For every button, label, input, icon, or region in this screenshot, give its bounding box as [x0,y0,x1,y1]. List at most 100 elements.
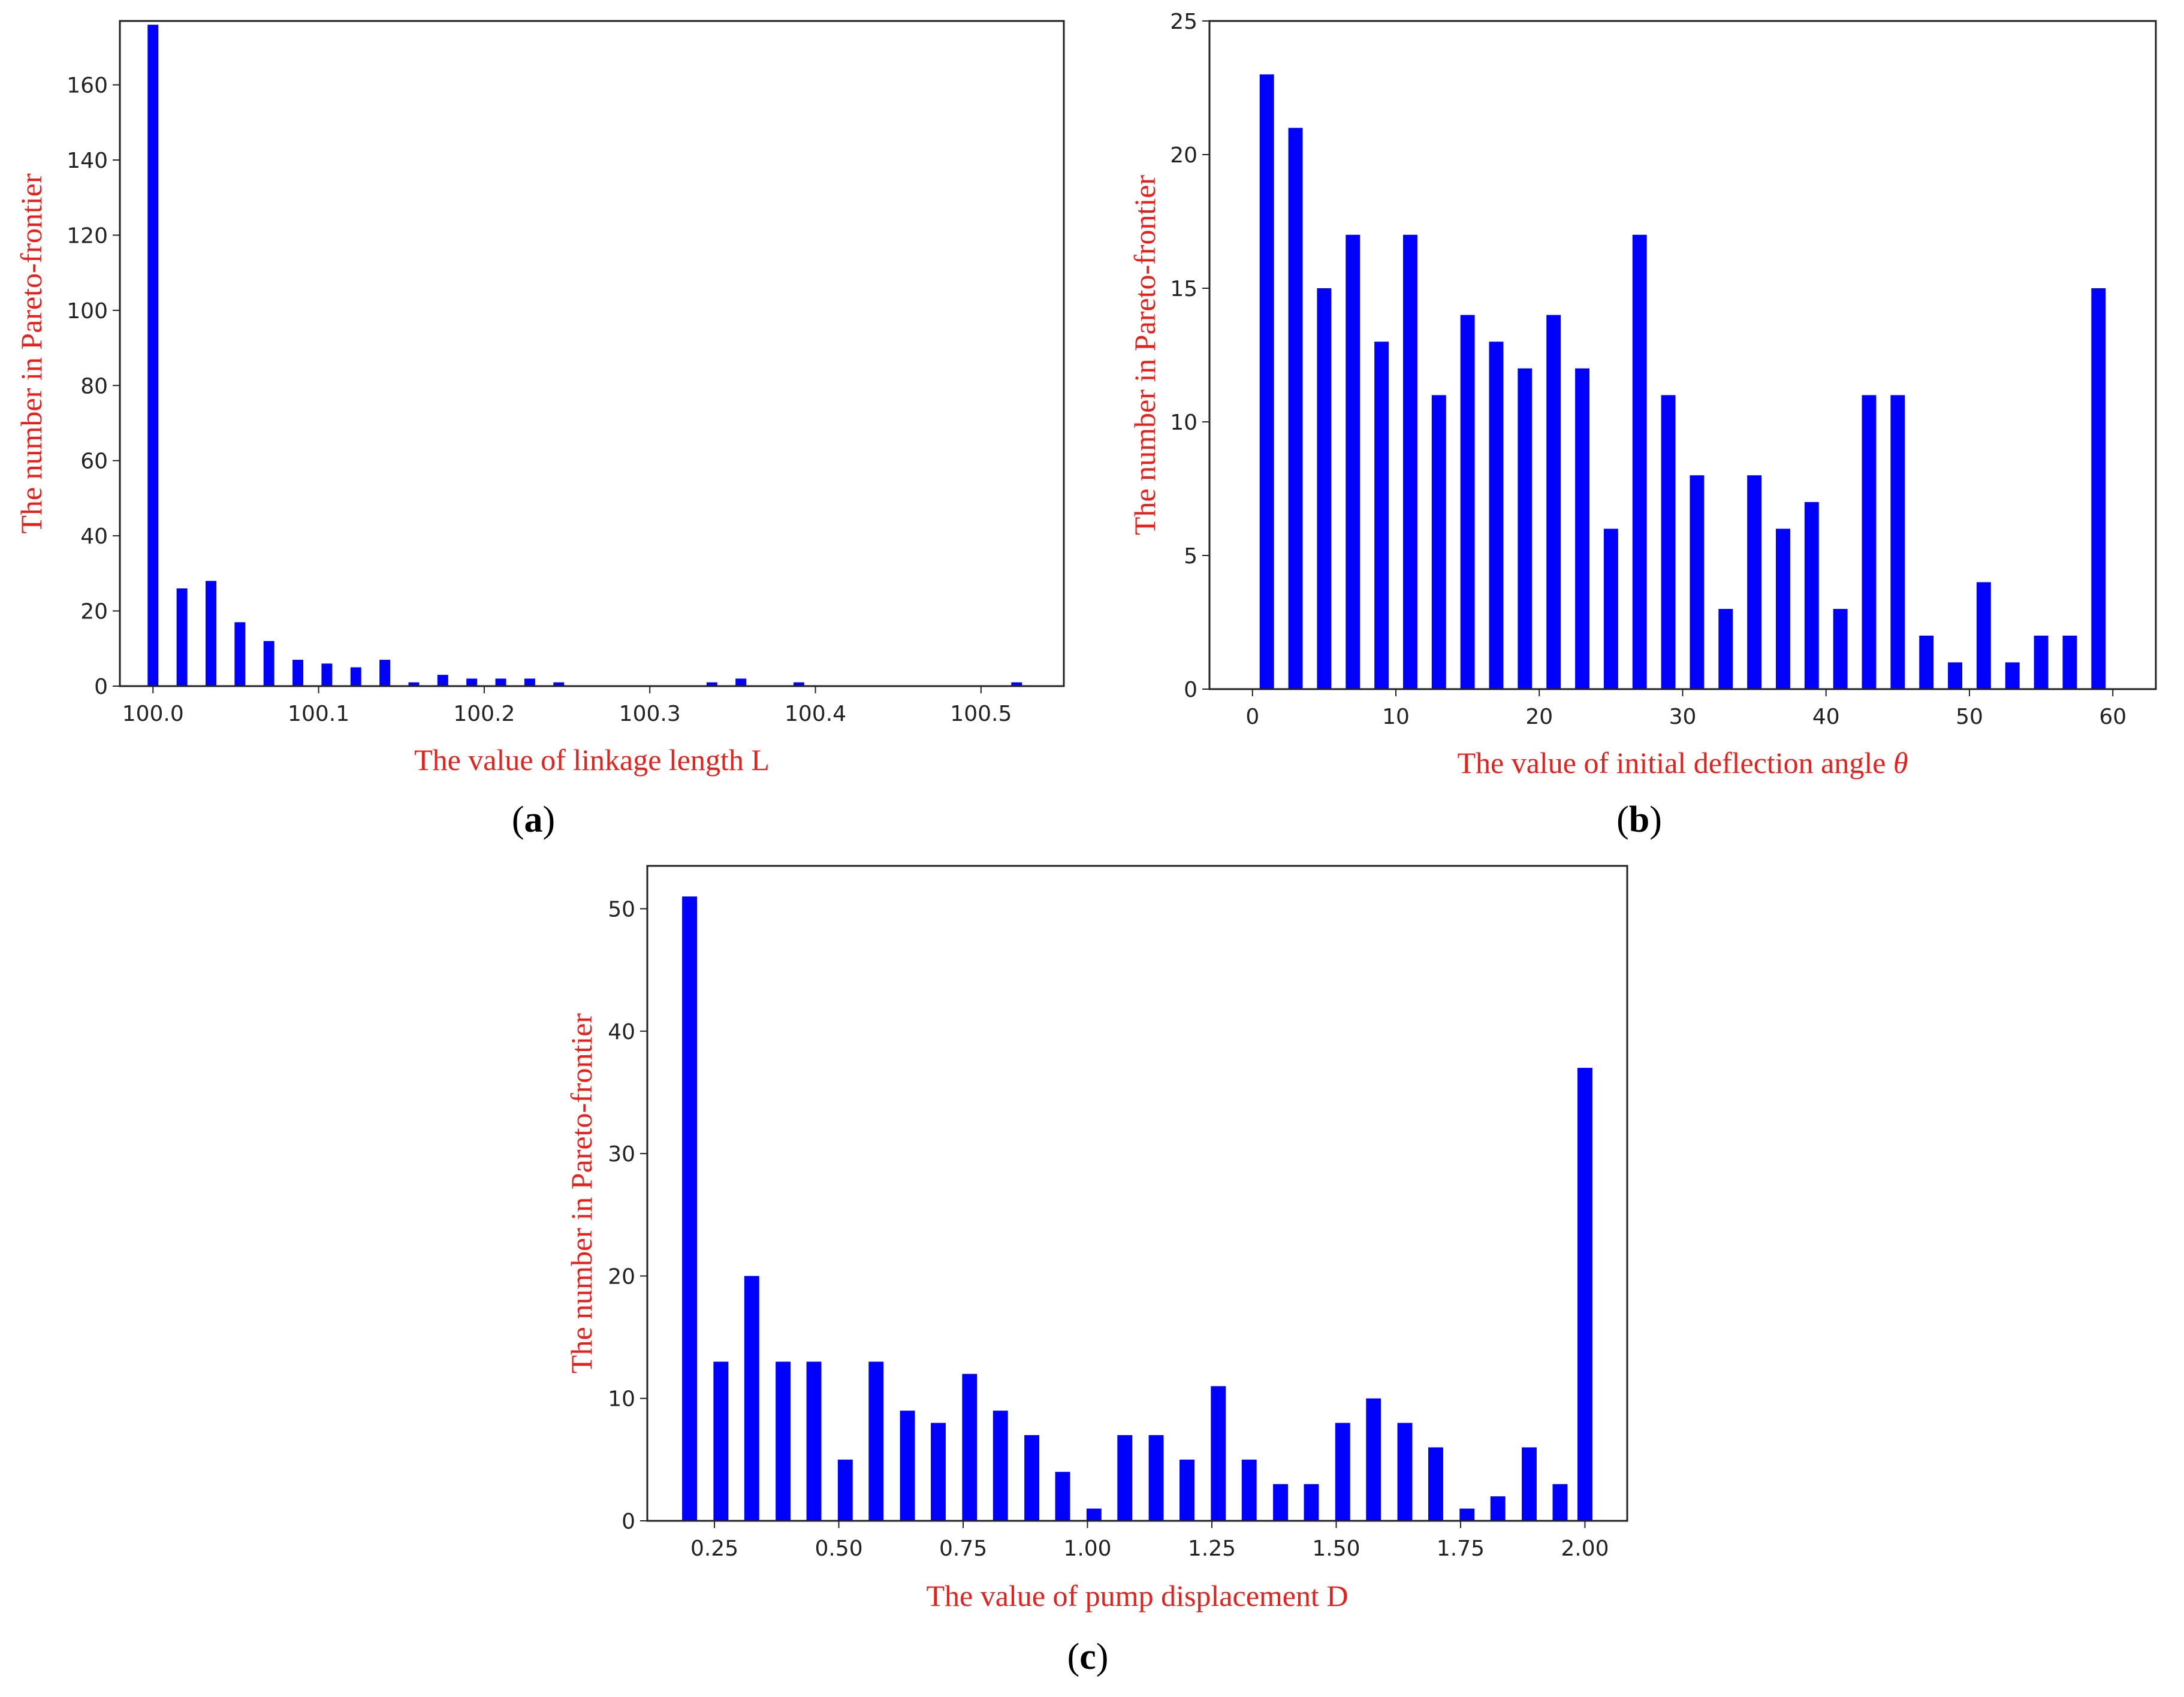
chart-c-bar [1241,1459,1257,1521]
chart-c-bar [776,1361,791,1521]
chart-b-x-tick-label: 10 [1382,705,1410,729]
chart-b-bar [1603,529,1618,689]
chart-a-y-tick-label: 140 [67,149,108,173]
chart-c-bar [1273,1484,1288,1521]
chart-c-bar [837,1459,853,1521]
chart-c-bar [713,1361,729,1521]
chart-c-bar [1304,1484,1319,1521]
chart-b-bar [1776,529,1790,689]
chart-c-panel-letter: c [1079,1636,1096,1677]
chart-b-y-tick-label: 0 [1184,678,1197,702]
chart-a-plot-area [120,21,1064,686]
chart-b-y-tick-label: 20 [1170,143,1197,168]
chart-c-y-tick-label: 50 [608,898,635,922]
chart-a-y-axis-title: The number in Pareto-frontier [14,173,48,534]
chart-a-bar [263,641,274,686]
chart-c-bar [1366,1398,1381,1521]
chart-c-y-tick-label: 20 [608,1264,635,1289]
chart-b-y-tick-label: 10 [1170,410,1197,435]
chart-b-bar [1690,475,1705,689]
chart-a-x-tick-label: 100.5 [950,702,1012,726]
chart-a-bar [176,588,188,686]
chart-a-bar [234,622,246,686]
chart-a-x-tick-label: 100.3 [619,702,681,726]
chart-b-bar [1948,662,1963,689]
chart-b-bar [1575,368,1589,689]
chart-b-bar [1346,234,1361,689]
chart-b-bar [1718,609,1733,689]
chart-b-panel-paren: ) [1649,799,1662,840]
chart-b-x-tick-label: 30 [1669,705,1697,729]
chart-c-x-tick-label: 0.25 [690,1536,738,1561]
chart-c-bar [1086,1508,1102,1521]
chart-c-y-tick-label: 40 [608,1020,635,1044]
chart-b-bar [1976,582,1991,689]
chart-a-x-axis-title: The value of linkage length L [414,743,770,777]
chart-c-bar [1335,1423,1350,1521]
chart-c-bar [1117,1435,1133,1521]
chart-b-bar [1259,74,1274,690]
chart-b-x-axis-symbol: θ [1886,746,1908,780]
chart-b: 0 10 20 30 40 50 60 0 5 10 15 20 25 The value of init… [1128,10,2157,840]
chart-b-x-tick-label: 50 [1956,705,1983,729]
chart-b-bar [1288,128,1303,689]
chart-b-bar [1374,342,1389,689]
chart-b-panel-paren: ( [1616,799,1629,840]
chart-b-plot-area [1209,21,2156,689]
chart-b-bar [1518,368,1533,689]
chart-c-bar [1211,1386,1226,1521]
chart-a-bar [524,678,535,686]
chart-c-y-axis-title: The number in Pareto-frontier [565,1013,598,1374]
chart-b-bar [1919,635,1934,689]
chart-c-bar [1148,1435,1164,1521]
chart-b-x-tick-label: 60 [2099,705,2126,729]
chart-b-panel-label: (b) [1616,799,1662,840]
chart-c-bar [900,1411,915,1521]
chart-b-x-axis-title: The value of initial deflection angle θ [1457,746,1908,780]
chart-a-y-tick-label: 60 [80,449,108,474]
chart-a-bar [437,675,448,686]
chart-b-bar [1804,502,1819,689]
chart-b-x-tick-label: 40 [1812,705,1840,729]
chart-c-bar [993,1411,1008,1521]
chart-c-x-axis-title: The value of pump displacement D [927,1579,1349,1613]
chart-c-bar [682,896,697,1521]
chart-a-bar [408,682,420,686]
chart-b-bar [1833,609,1848,689]
chart-a-x-tick-label: 100.0 [122,702,184,726]
chart-b-bar [1890,395,1905,689]
chart-b-bar [2005,662,2020,689]
chart-a-y-tick-label: 0 [94,675,108,699]
chart-c-x-tick-label: 0.75 [939,1536,987,1561]
chart-c-y-tick-label: 10 [608,1387,635,1412]
chart-c-bar [1397,1423,1413,1521]
chart-a-y-tick-label: 80 [80,374,108,398]
chart-b-y-axis-title: The number in Pareto-frontier [1128,175,1162,536]
chart-a-frame [119,20,1065,687]
chart-a-panel-label: (a) [512,799,555,840]
chart-b-bar [1489,342,1504,689]
chart-b-y-tick-label: 15 [1170,277,1197,301]
chart-b-bar [2034,635,2049,689]
chart-c-x-tick-label: 1.00 [1063,1536,1111,1561]
chart-c-x-tick-label: 2.00 [1561,1536,1609,1561]
chart-c-bar [1459,1508,1475,1521]
chart-b-x-tick-label: 20 [1525,705,1553,729]
chart-c-bar [962,1373,978,1521]
chart-b-y-tick-label: 5 [1184,544,1197,569]
chart-c-bar [868,1361,884,1521]
chart-c-x-tick-label: 1.25 [1188,1536,1236,1561]
chart-a-bar [495,678,506,686]
chart-c-panel-paren: ) [1096,1636,1109,1677]
chart-b-bar [1317,288,1332,689]
chart-b-bar [1431,395,1446,689]
chart-a-y-tick-label: 20 [80,600,108,624]
chart-a-bar [205,581,216,686]
chart-c-panel-paren: ( [1067,1636,1080,1677]
chart-c-bar [1490,1496,1506,1521]
chart-a-y-tick-label: 120 [67,224,108,248]
chart-a-panel-paren: ( [512,799,524,840]
chart-a-panel-paren: ) [543,799,556,840]
chart-c-bar [744,1276,759,1521]
